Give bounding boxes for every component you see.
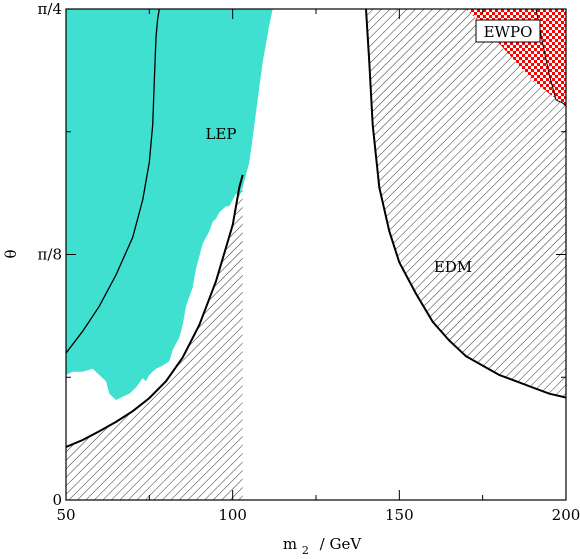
edm-left-boundary-curve	[66, 174, 244, 448]
edm-left-region	[66, 174, 243, 500]
y-axis-label: θ	[2, 249, 20, 258]
y-tick-label: π/4	[38, 0, 62, 18]
x-axis-label-sub: 2	[302, 544, 309, 557]
lep-region	[66, 9, 273, 400]
x-tick-label: 100	[218, 506, 247, 524]
x-axis-label-unit: / GeV	[320, 535, 363, 553]
left-thin-curve	[66, 9, 160, 354]
x-axis-label-main: m	[283, 535, 297, 553]
region-label-lep: LEP	[205, 125, 236, 143]
x-axis-label: m 2 / GeV	[283, 535, 362, 558]
y-tick-label: π/8	[38, 246, 62, 264]
edm-right-region	[366, 9, 566, 398]
x-tick-label: 50	[56, 506, 75, 524]
y-tick-label: 0	[52, 491, 62, 509]
edm-right-boundary-curve	[365, 9, 566, 399]
region-label-edm: EDM	[434, 258, 472, 276]
region-label-ewpo: EWPO	[484, 23, 533, 41]
x-tick-label: 150	[385, 506, 414, 524]
x-tick-label: 200	[552, 506, 580, 524]
ewpo-inner-line	[535, 9, 566, 107]
ewpo-label-box: EWPO	[475, 19, 541, 43]
